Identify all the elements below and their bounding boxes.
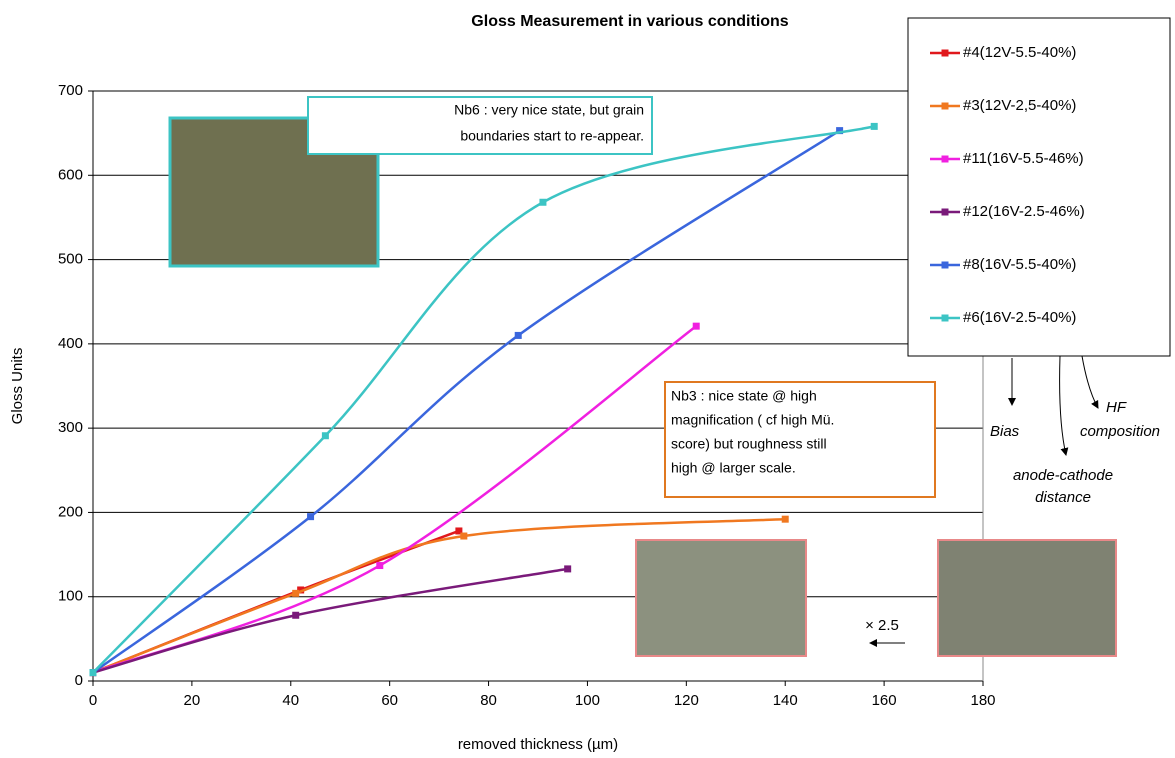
note: HF	[1106, 399, 1127, 416]
y-tick-label: 100	[58, 588, 83, 605]
legend-label: #12(16V-2.5-46%)	[963, 203, 1085, 220]
legend-label: #3(12V-2,5-40%)	[963, 97, 1076, 114]
x-tick-label: 80	[480, 692, 497, 709]
marker	[515, 332, 522, 339]
annotation: score) but roughness still	[671, 436, 827, 452]
y-tick-label: 700	[58, 82, 83, 99]
legend-swatch	[942, 315, 949, 322]
chart: Gloss Measurement in various conditions …	[0, 0, 1175, 758]
photo	[636, 540, 806, 656]
legend	[908, 18, 1170, 356]
x-tick-label: 40	[282, 692, 299, 709]
x-axis-label: removed thickness (µm)	[458, 736, 618, 753]
marker	[292, 612, 299, 619]
marker	[871, 123, 878, 130]
x-tick-label: 20	[184, 692, 201, 709]
chart-title: Gloss Measurement in various conditions	[471, 13, 789, 30]
note: anode-cathode	[1013, 467, 1113, 484]
legend-label: #6(16V-2.5-40%)	[963, 309, 1076, 326]
y-tick-label: 300	[58, 419, 83, 436]
x-tick-label: 140	[773, 692, 798, 709]
marker	[307, 513, 314, 520]
marker	[322, 432, 329, 439]
marker	[782, 516, 789, 523]
x-tick-label: 100	[575, 692, 600, 709]
x-tick-label: 120	[674, 692, 699, 709]
marker	[564, 565, 571, 572]
line	[93, 326, 696, 672]
legend-label: #8(16V-5.5-40%)	[963, 256, 1076, 273]
legend-swatch	[942, 103, 949, 110]
annotation: magnification ( cf high Mü.	[671, 412, 834, 428]
note: composition	[1080, 423, 1160, 440]
legend-swatch	[942, 156, 949, 163]
y-tick-label: 0	[75, 672, 83, 689]
annotation: Nb3 : nice state @ high	[671, 388, 817, 404]
legend-swatch	[942, 50, 949, 57]
marker	[460, 533, 467, 540]
arrow	[1060, 356, 1066, 455]
y-axis-label: Gloss Units	[9, 348, 26, 425]
y-tick-label: 500	[58, 251, 83, 268]
y-tick-label: 200	[58, 503, 83, 520]
annotation: boundaries start to re-appear.	[460, 128, 644, 144]
annotation: Nb6 : very nice state, but grain	[454, 102, 644, 118]
marker	[693, 323, 700, 330]
arrow	[1082, 356, 1098, 408]
marker	[376, 562, 383, 569]
marker	[90, 669, 97, 676]
marker	[292, 590, 299, 597]
x-tick-label: 180	[970, 692, 995, 709]
x-tick-label: 60	[381, 692, 398, 709]
note: distance	[1035, 489, 1091, 506]
note: Bias	[990, 423, 1020, 440]
legend-label: #11(16V-5.5-46%)	[963, 150, 1084, 167]
note: × 2.5	[865, 617, 899, 634]
y-tick-label: 600	[58, 166, 83, 183]
legend-swatch	[942, 262, 949, 269]
y-tick-label: 400	[58, 335, 83, 352]
line	[93, 569, 568, 673]
legend-label: #4(12V-5.5-40%)	[963, 44, 1076, 61]
photo	[938, 540, 1116, 656]
annotation: high @ larger scale.	[671, 460, 796, 476]
marker	[539, 199, 546, 206]
x-tick-label: 0	[89, 692, 97, 709]
x-tick-label: 160	[872, 692, 897, 709]
legend-swatch	[942, 209, 949, 216]
